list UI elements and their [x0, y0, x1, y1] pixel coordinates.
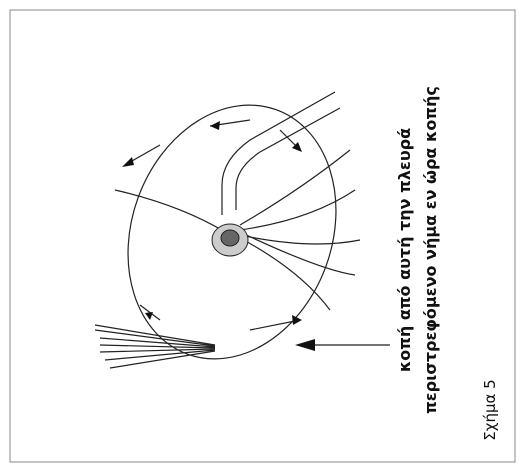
trimmer-drawing: [94, 91, 390, 369]
caption: Σχήμα 5: [481, 379, 499, 440]
label-line-2: περιστρεφόμενο νήμα εν ώρα κοπής: [421, 86, 440, 414]
frame: [9, 9, 516, 463]
label-line-1: κοπή από αυτή την πλευρά: [395, 128, 414, 372]
